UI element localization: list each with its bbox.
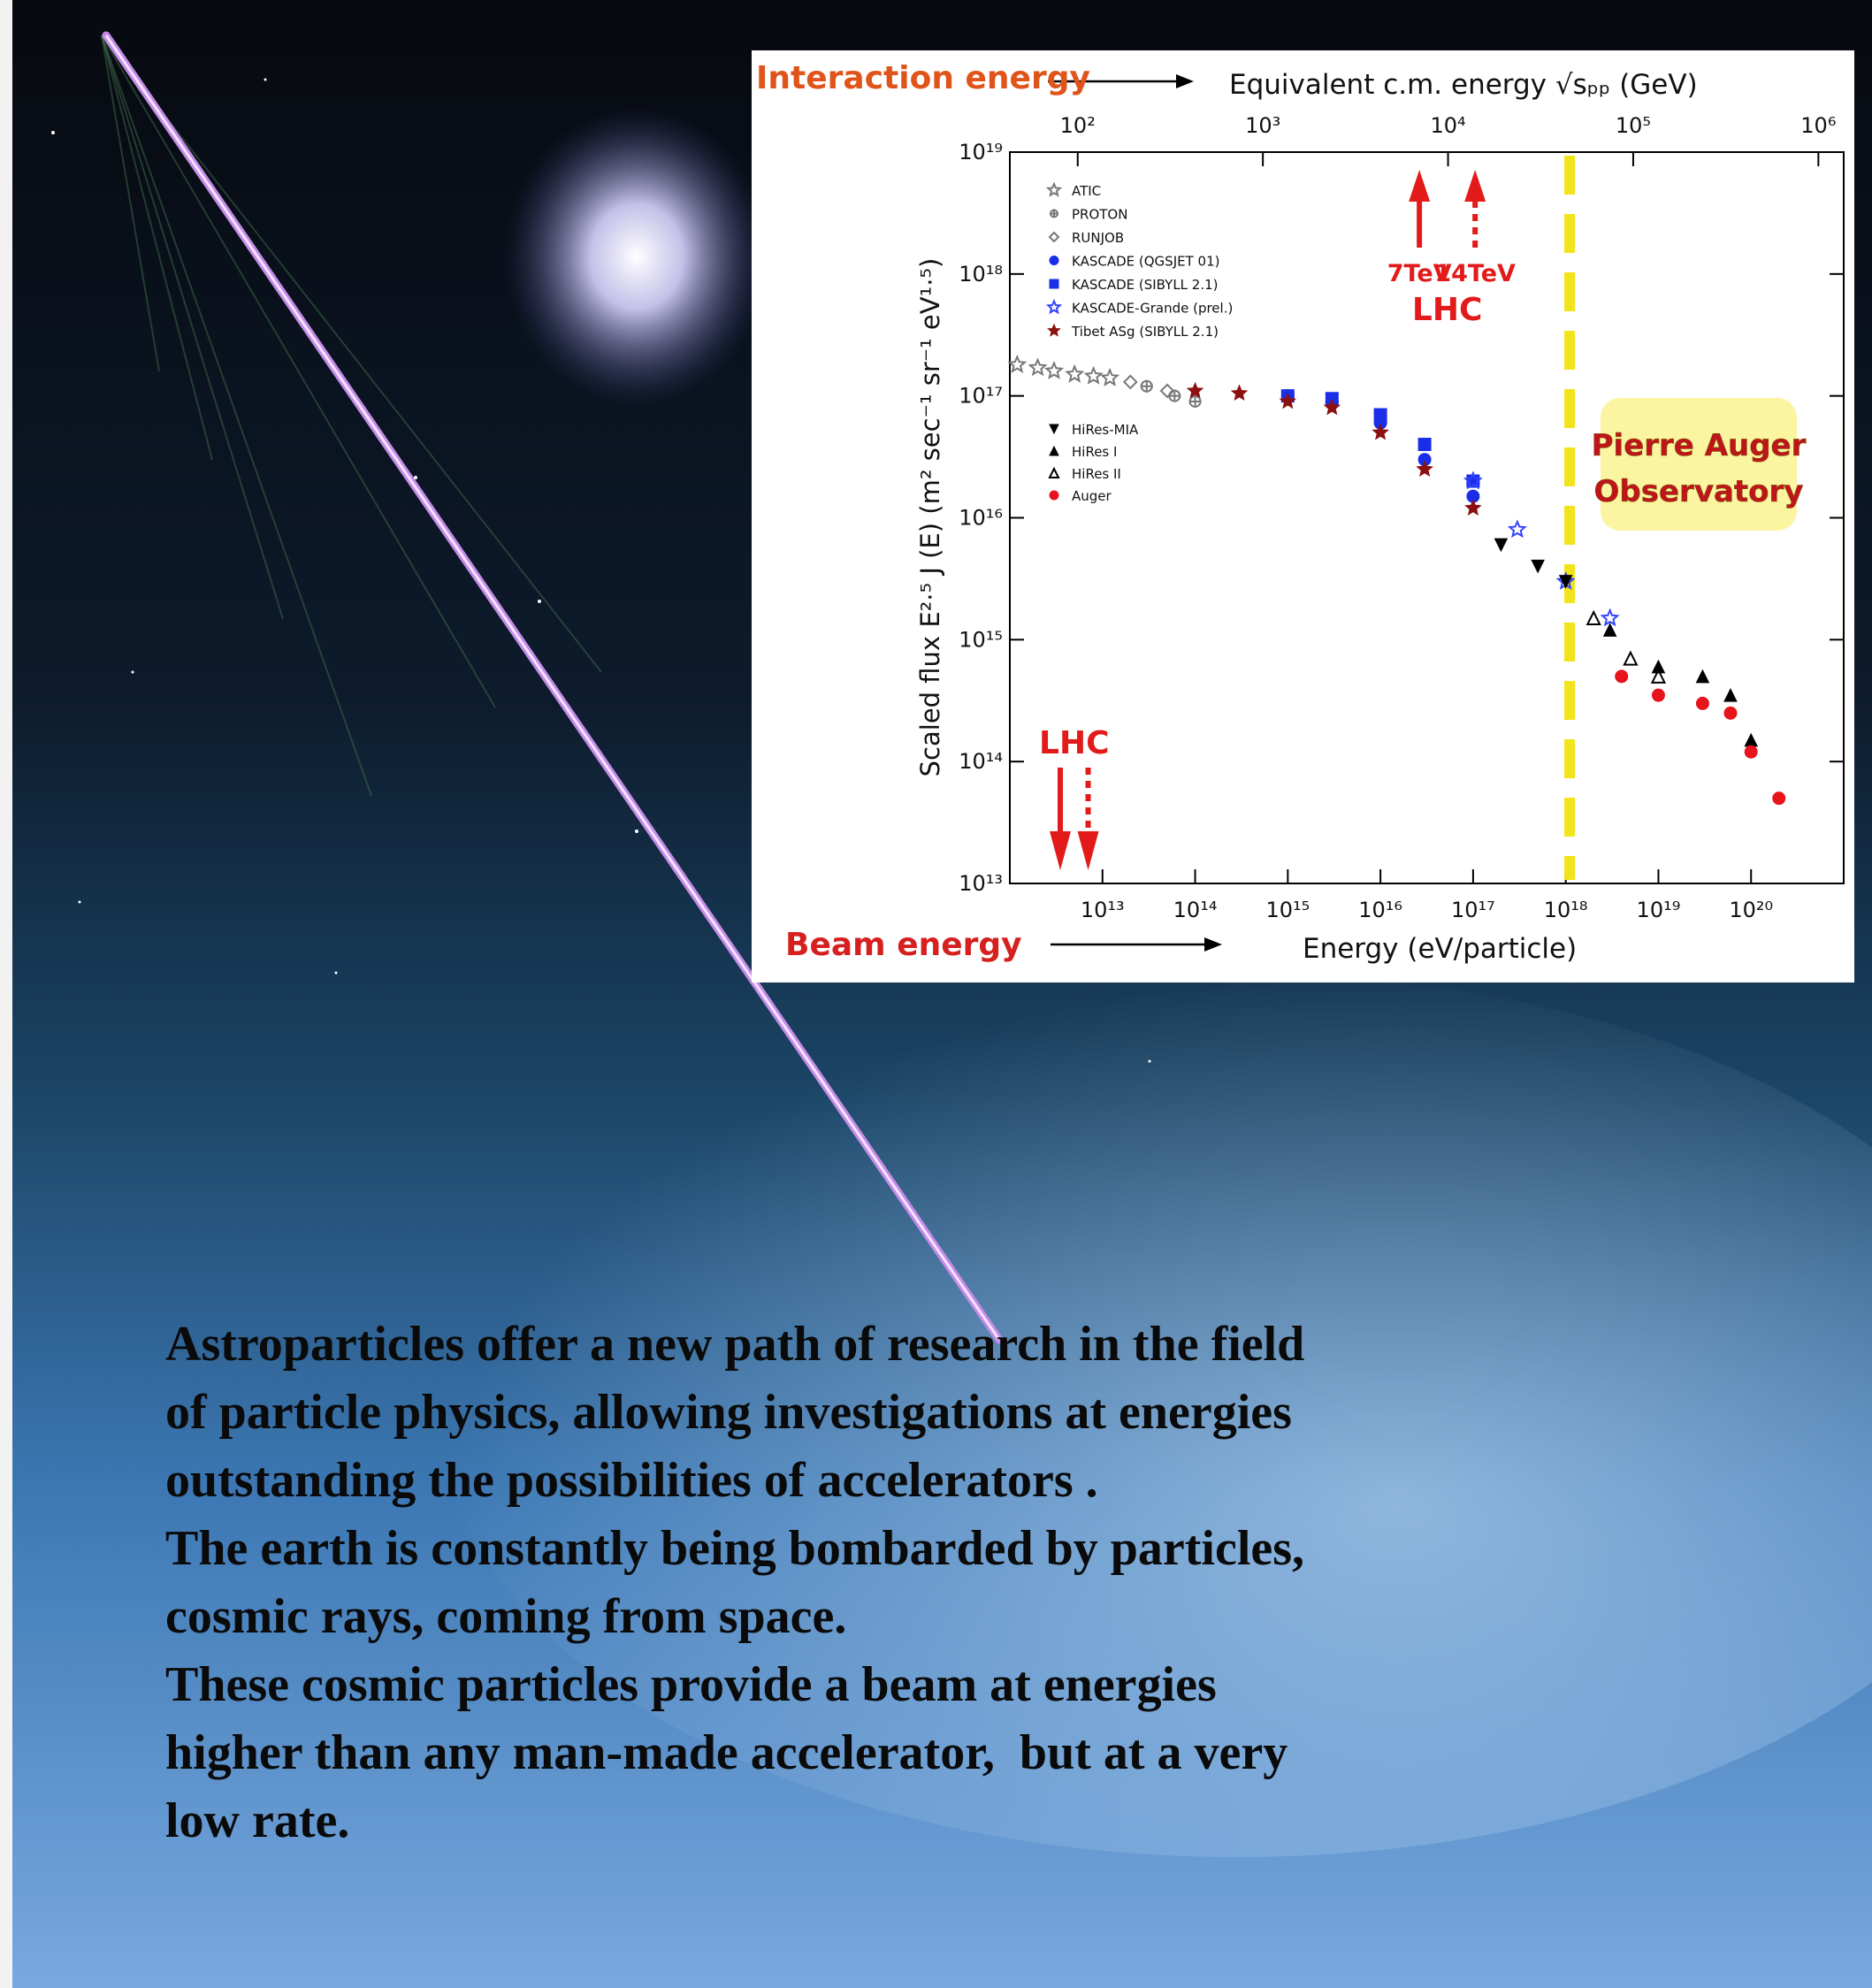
x2-tick-label: 10⁶ <box>1800 113 1836 138</box>
body-text: Astroparticles offer a new path of resea… <box>165 1311 1580 1855</box>
data-point <box>1418 439 1431 451</box>
y-axis-label: Scaled flux E²·⁵ J (E) (m² sec⁻¹ sr⁻¹ eV… <box>915 258 945 777</box>
x-tick-label: 10¹⁵ <box>1265 898 1310 922</box>
data-point <box>1168 390 1181 402</box>
legend-label: Tibet ASg (SIBYLL 2.1) <box>1071 324 1219 340</box>
x-axis-title: Beam energy <box>785 927 1022 963</box>
legend-label: KASCADE-Grande (prel.) <box>1072 301 1233 317</box>
legend-marker <box>1050 256 1058 265</box>
y-tick-label: 10¹⁹ <box>959 140 1003 164</box>
data-point <box>1773 792 1785 805</box>
x2-axis-label: Equivalent c.m. energy √sₚₚ (GeV) <box>1229 69 1698 101</box>
data-point <box>1652 689 1664 701</box>
x-tick-label: 10¹⁸ <box>1544 898 1588 922</box>
legend-label: HiRes I <box>1072 444 1117 460</box>
slide: { "chart_data": { "type": "scatter", "x_… <box>0 0 1872 1988</box>
x-tick-label: 10¹⁶ <box>1358 898 1402 922</box>
legend-label: HiRes-MIA <box>1072 422 1139 438</box>
x-tick-label: 10¹⁹ <box>1637 898 1681 922</box>
box-label: Observatory <box>1594 474 1804 509</box>
arrow-label: 14TeV <box>1434 260 1516 287</box>
y-tick-label: 10¹⁴ <box>959 749 1003 774</box>
legend-label: Auger <box>1072 488 1112 504</box>
label-box <box>1601 398 1797 531</box>
text-line: of particle physics, allowing investigat… <box>165 1379 1580 1447</box>
x2-tick-label: 10⁵ <box>1616 113 1651 138</box>
data-point <box>1374 409 1387 421</box>
text-line: higher than any man-made accelerator, bu… <box>165 1719 1580 1787</box>
text-line: These cosmic particles provide a beam at… <box>165 1651 1580 1719</box>
x2-tick-label: 10⁴ <box>1430 113 1465 138</box>
x2-axis-title: Interaction energy <box>756 60 1090 96</box>
data-point <box>1745 746 1757 758</box>
legend-label: ATIC <box>1072 183 1101 199</box>
data-point <box>1141 380 1153 393</box>
legend-label: RUNJOB <box>1072 230 1124 246</box>
x2-tick-label: 10² <box>1060 113 1096 138</box>
data-point <box>1696 697 1708 709</box>
left-edge <box>0 0 12 1988</box>
x2-tick-label: 10³ <box>1245 113 1280 138</box>
text-line: Astroparticles offer a new path of resea… <box>165 1311 1580 1379</box>
y-tick-label: 10¹³ <box>959 871 1003 896</box>
chart: Interaction energy Equivalent c.m. energ… <box>752 50 1854 983</box>
legend-label: PROTON <box>1072 207 1127 223</box>
y-tick-label: 10¹⁸ <box>959 262 1003 287</box>
x-tick-label: 10¹³ <box>1081 898 1125 922</box>
legend-label: KASCADE (SIBYLL 2.1) <box>1072 277 1219 293</box>
text-line: The earth is constantly being bombarded … <box>165 1515 1580 1583</box>
x-axis-label: Energy (eV/particle) <box>1303 933 1577 965</box>
galaxy <box>504 106 769 407</box>
box-label: Pierre Auger <box>1592 428 1807 463</box>
legend-label: KASCADE (QGSJET 01) <box>1072 254 1219 270</box>
x-tick-label: 10¹⁷ <box>1451 898 1495 922</box>
legend-label: HiRes II <box>1072 466 1121 482</box>
y-tick-label: 10¹⁶ <box>959 506 1003 531</box>
data-point <box>1616 670 1628 683</box>
x-tick-label: 10²⁰ <box>1729 898 1773 922</box>
x-tick-label: 10¹⁴ <box>1173 898 1218 922</box>
text-line: low rate. <box>165 1787 1580 1855</box>
y-tick-label: 10¹⁵ <box>959 627 1003 652</box>
data-point <box>1724 707 1737 719</box>
arrow-group-label: LHC <box>1039 725 1110 761</box>
legend-marker <box>1050 210 1058 218</box>
text-line: cosmic rays, coming from space. <box>165 1583 1580 1651</box>
y-tick-label: 10¹⁷ <box>959 384 1003 409</box>
text-line: outstanding the possibilities of acceler… <box>165 1447 1580 1515</box>
legend-marker <box>1050 279 1058 288</box>
arrow-group-label: LHC <box>1412 292 1483 328</box>
legend-marker <box>1050 491 1058 500</box>
